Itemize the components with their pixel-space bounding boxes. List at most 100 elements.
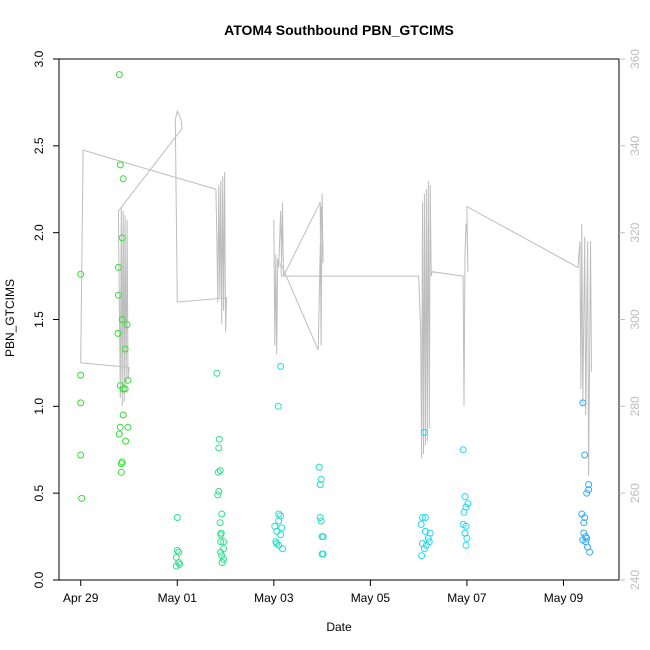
data-point bbox=[417, 520, 425, 528]
data-point bbox=[585, 481, 593, 488]
data-point bbox=[420, 428, 428, 436]
data-point bbox=[114, 291, 122, 299]
data-point bbox=[275, 510, 283, 518]
data-point bbox=[317, 475, 325, 483]
y2-tick-label: 360 bbox=[628, 49, 642, 69]
data-point bbox=[123, 321, 131, 329]
data-point bbox=[117, 460, 125, 468]
data-point bbox=[119, 385, 127, 393]
data-point bbox=[77, 371, 85, 379]
data-point bbox=[115, 71, 123, 79]
data-point bbox=[273, 527, 281, 535]
data-point bbox=[116, 423, 124, 431]
data-point bbox=[278, 524, 286, 532]
data-point bbox=[213, 369, 221, 377]
data-point bbox=[121, 345, 129, 353]
data-point bbox=[581, 514, 589, 521]
data-point bbox=[464, 500, 472, 508]
data-point bbox=[121, 385, 129, 393]
data-point bbox=[275, 517, 283, 525]
data-point bbox=[420, 545, 428, 553]
data-point bbox=[461, 493, 469, 501]
data-point bbox=[176, 560, 184, 568]
gtcims-line-2 bbox=[273, 180, 592, 476]
y-tick-label: 2.5 bbox=[32, 137, 46, 154]
data-point bbox=[316, 481, 324, 488]
data-point bbox=[217, 548, 225, 556]
gtcims-line-1 bbox=[80, 109, 228, 407]
data-point bbox=[462, 541, 470, 549]
data-point bbox=[459, 446, 467, 454]
data-point bbox=[172, 562, 180, 570]
data-point bbox=[118, 316, 126, 323]
data-point bbox=[124, 376, 132, 384]
y-tick-label: 1.0 bbox=[32, 398, 46, 415]
data-point bbox=[579, 399, 587, 407]
data-point bbox=[316, 514, 324, 521]
data-point bbox=[215, 444, 223, 452]
line-series bbox=[80, 109, 592, 476]
data-point bbox=[421, 514, 429, 521]
data-point bbox=[215, 435, 223, 443]
data-point bbox=[580, 519, 588, 527]
x-tick-label: May 01 bbox=[158, 591, 198, 605]
point-series bbox=[77, 71, 594, 570]
data-point bbox=[317, 517, 325, 525]
x-tick-label: May 03 bbox=[254, 591, 294, 605]
chart-title: ATOM4 Southbound PBN_GTCIMS bbox=[224, 22, 454, 38]
y-tick-label: 0.5 bbox=[32, 485, 46, 502]
x-axis: Apr 29 May 01 May 03 May 05 May 07 May 09 bbox=[63, 580, 583, 605]
data-point bbox=[119, 175, 127, 183]
data-point bbox=[117, 468, 125, 476]
data-point bbox=[460, 508, 468, 516]
data-point bbox=[77, 399, 85, 407]
data-point bbox=[319, 533, 327, 541]
data-point bbox=[277, 362, 285, 370]
data-point bbox=[463, 534, 471, 542]
data-point bbox=[277, 531, 285, 539]
data-point bbox=[273, 540, 281, 547]
data-point bbox=[119, 411, 127, 419]
data-point bbox=[116, 161, 124, 169]
data-point bbox=[220, 538, 228, 546]
data-point bbox=[585, 486, 593, 494]
y2-tick-label: 320 bbox=[628, 222, 642, 242]
plot-frame bbox=[58, 58, 620, 581]
data-point bbox=[173, 514, 181, 521]
x-axis-label: Date bbox=[326, 620, 352, 634]
data-point bbox=[422, 541, 430, 549]
data-point bbox=[583, 489, 591, 497]
y-tick-label: 3.0 bbox=[32, 50, 46, 67]
data-point bbox=[115, 430, 123, 438]
x-tick-label: May 09 bbox=[544, 591, 584, 605]
data-point bbox=[124, 423, 132, 431]
data-point bbox=[114, 329, 122, 337]
data-point bbox=[583, 534, 591, 542]
y2-tick-label: 300 bbox=[628, 309, 642, 329]
y2-axis: 240 260 280 300 320 340 360 bbox=[619, 49, 642, 590]
data-point bbox=[78, 494, 86, 502]
y-tick-label: 1.5 bbox=[32, 311, 46, 328]
y-tick-label: 0.0 bbox=[32, 571, 46, 588]
data-point bbox=[218, 510, 226, 518]
data-point bbox=[77, 270, 85, 278]
data-point bbox=[173, 547, 181, 554]
data-point bbox=[315, 463, 323, 471]
y2-tick-label: 280 bbox=[628, 396, 642, 416]
y-axis: 0.0 0.5 1.0 1.5 2.0 2.5 3.0 bbox=[32, 50, 59, 588]
data-point bbox=[424, 534, 432, 542]
data-point bbox=[214, 491, 222, 499]
data-point bbox=[216, 467, 224, 475]
data-point bbox=[214, 468, 222, 476]
data-point bbox=[114, 263, 122, 271]
x-tick-label: May 07 bbox=[447, 591, 487, 605]
y2-tick-label: 240 bbox=[628, 570, 642, 590]
data-point bbox=[217, 538, 225, 546]
data-point bbox=[419, 514, 426, 521]
data-point bbox=[218, 552, 226, 560]
x-tick-label: Apr 29 bbox=[63, 591, 99, 605]
data-point bbox=[586, 548, 594, 556]
data-point bbox=[274, 402, 282, 410]
y-tick-label: 2.0 bbox=[32, 224, 46, 241]
